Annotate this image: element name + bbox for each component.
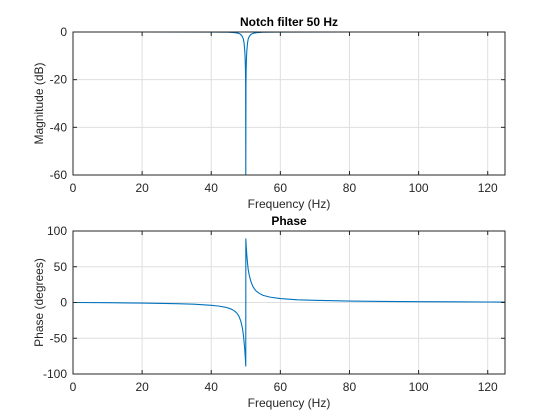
magnitude-plot-area xyxy=(73,32,505,175)
phase-x-tick-label: 120 xyxy=(478,380,498,394)
phase-title: Phase xyxy=(271,214,307,228)
phase-y-tick-label: 0 xyxy=(60,296,67,310)
magnitude-y-tick-label: -60 xyxy=(50,168,68,182)
phase-x-axis-label: Frequency (Hz) xyxy=(248,396,331,410)
magnitude-title: Notch filter 50 Hz xyxy=(240,15,338,29)
phase-y-axis-label: Phase (degrees) xyxy=(32,258,46,347)
magnitude-y-tick-label: -20 xyxy=(50,73,68,87)
magnitude-x-tick-label: 40 xyxy=(205,181,219,195)
magnitude-x-axis-label: Frequency (Hz) xyxy=(248,197,331,211)
magnitude-x-tick-label: 120 xyxy=(478,181,498,195)
phase-x-tick-label: 0 xyxy=(70,380,77,394)
phase-x-tick-label: 40 xyxy=(205,380,219,394)
phase-y-tick-label: -50 xyxy=(50,331,68,345)
magnitude-x-tick-label: 100 xyxy=(409,181,429,195)
magnitude-y-tick-label: -40 xyxy=(50,120,68,134)
phase-x-tick-label: 100 xyxy=(409,380,429,394)
phase-x-tick-label: 60 xyxy=(274,380,288,394)
magnitude-x-tick-label: 80 xyxy=(343,181,357,195)
phase-y-tick-label: 50 xyxy=(54,260,68,274)
phase-y-tick-label: 100 xyxy=(47,224,67,238)
phase-x-tick-label: 20 xyxy=(135,380,149,394)
magnitude-x-tick-label: 0 xyxy=(70,181,77,195)
magnitude-x-tick-label: 60 xyxy=(274,181,288,195)
phase-y-tick-label: -100 xyxy=(43,367,67,381)
magnitude-y-tick-label: 0 xyxy=(60,25,67,39)
magnitude-y-axis-label: Magnitude (dB) xyxy=(32,62,46,144)
magnitude-x-tick-label: 20 xyxy=(135,181,149,195)
phase-x-tick-label: 80 xyxy=(343,380,357,394)
